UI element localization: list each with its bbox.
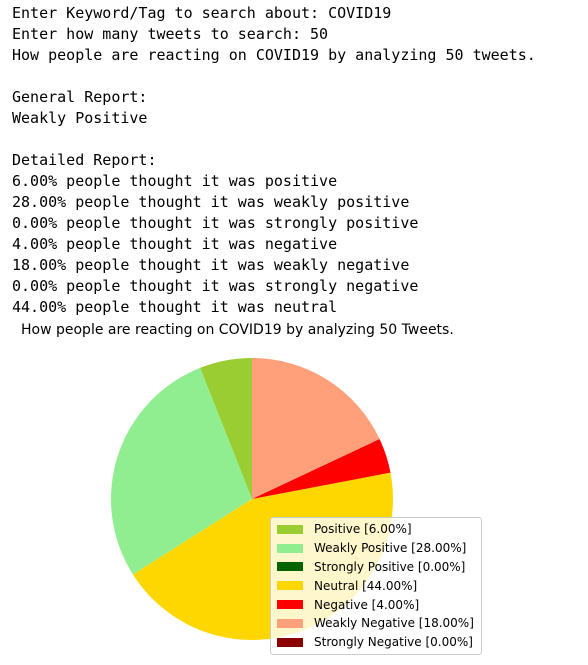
legend-item: Neutral [44.00%]	[271, 576, 481, 595]
legend-swatch	[277, 562, 303, 572]
legend-label: Weakly Positive [28.00%]	[314, 541, 467, 556]
legend-swatch	[277, 581, 303, 591]
console-line: 28.00% people thought it was weakly posi…	[12, 193, 410, 211]
legend-swatch	[277, 543, 303, 553]
pie-slice	[252, 358, 380, 499]
chart-legend: Positive [6.00%] Weakly Positive [28.00%]…	[270, 517, 482, 655]
console-line: Enter Keyword/Tag to search about: COVID…	[12, 4, 392, 22]
legend-item: Strongly Positive [0.00%]	[271, 558, 481, 577]
console-line: Weakly Positive	[12, 109, 148, 127]
legend-swatch	[277, 524, 303, 534]
legend-item: Positive [6.00%]	[271, 520, 481, 539]
legend-label: Positive [6.00%]	[314, 522, 412, 537]
console-line	[12, 129, 536, 150]
console-line: General Report:	[12, 88, 148, 106]
pie-slice	[110, 367, 252, 575]
console-output: Enter Keyword/Tag to search about: COVID…	[12, 3, 536, 318]
legend-swatch	[277, 600, 303, 610]
console-line: Detailed Report:	[12, 151, 157, 169]
console-line: Enter how many tweets to search: 50	[12, 25, 329, 43]
console-line: 0.00% people thought it was strongly pos…	[12, 214, 419, 232]
legend-item: Strongly Negative [0.00%]	[271, 633, 481, 652]
console-line: 0.00% people thought it was strongly neg…	[12, 277, 419, 295]
legend-label: Negative [4.00%]	[314, 597, 420, 612]
legend-swatch	[277, 637, 303, 647]
legend-swatch	[277, 618, 303, 628]
legend-item: Negative [4.00%]	[271, 595, 481, 614]
console-line: 44.00% people thought it was neutral	[12, 298, 338, 316]
console-line	[12, 66, 536, 87]
console-line: How people are reacting on COVID19 by an…	[12, 46, 536, 64]
console-line: 18.00% people thought it was weakly nega…	[12, 256, 410, 274]
legend-label: Strongly Negative [0.00%]	[314, 635, 473, 650]
legend-item: Weakly Positive [28.00%]	[271, 539, 481, 558]
console-line: 4.00% people thought it was negative	[12, 235, 338, 253]
legend-label: Weakly Negative [18.00%]	[314, 616, 474, 631]
legend-label: Strongly Positive [0.00%]	[314, 559, 466, 574]
chart-title: How people are reacting on COVID19 by an…	[21, 322, 454, 338]
legend-label: Neutral [44.00%]	[314, 578, 418, 593]
legend-item: Weakly Negative [18.00%]	[271, 614, 481, 633]
pie-slice	[252, 438, 391, 499]
pie-slice	[200, 358, 252, 499]
console-line: 6.00% people thought it was positive	[12, 172, 338, 190]
